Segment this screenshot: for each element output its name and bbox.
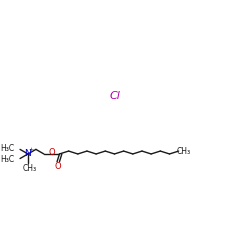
Text: +: + [29,147,34,152]
Text: CH₃: CH₃ [177,146,191,156]
Text: Cl: Cl [110,91,120,101]
Text: H₃C: H₃C [0,155,15,164]
Text: CH₃: CH₃ [22,164,36,173]
Text: O: O [55,162,61,170]
Text: H₃C: H₃C [0,144,15,153]
Text: O: O [48,148,55,157]
Text: N: N [24,150,31,158]
